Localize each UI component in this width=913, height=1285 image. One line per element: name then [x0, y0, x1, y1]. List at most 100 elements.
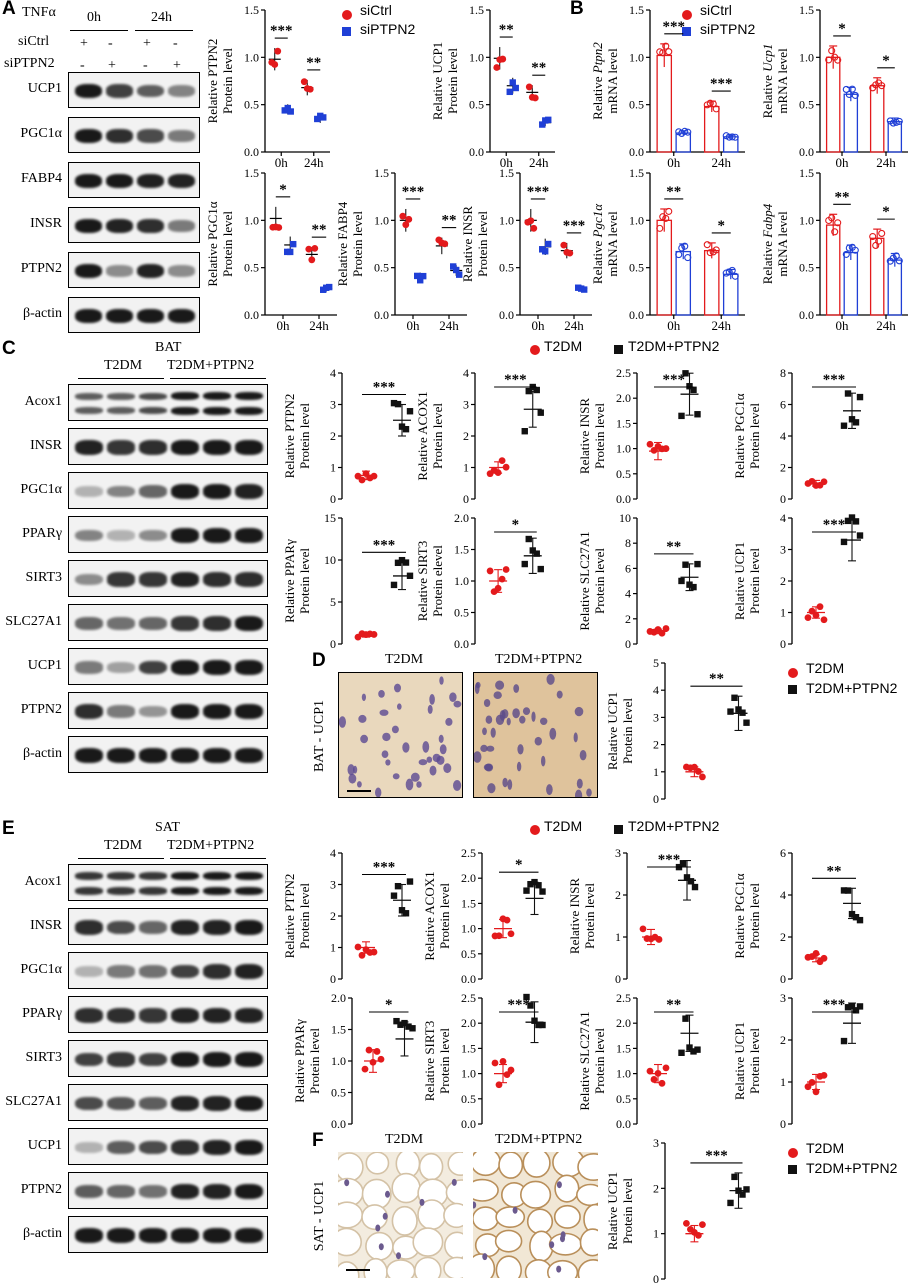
x-tick-label: 24h: [564, 318, 584, 333]
y-tick-label: 1: [653, 1227, 659, 1241]
data-point: [523, 887, 530, 894]
blot-band: [138, 747, 168, 764]
blot-band: [202, 616, 232, 631]
y-axis-label: Relative Ucp1: [760, 44, 775, 119]
y-tick-label: 0: [330, 637, 336, 651]
y-tick-label: 0.0: [616, 492, 631, 506]
data-point: [731, 1173, 738, 1181]
legend-f-ctrl: T2DM: [806, 1140, 845, 1156]
blot-band: [138, 1052, 168, 1067]
y-tick-label: 1.5: [499, 166, 514, 180]
data-point: [844, 390, 852, 397]
blot-band: [74, 920, 104, 935]
data-point: [539, 1021, 546, 1029]
y-tick-label: 1: [780, 1075, 786, 1089]
blot-label-3: PPARγ: [22, 525, 62, 541]
data-point: [686, 1044, 693, 1051]
y-axis-label: Protein level: [747, 548, 762, 614]
x-tick-label: 24h: [309, 318, 329, 333]
blot-2: [68, 162, 200, 198]
micro-title-d-ptpn2: T2DM+PTPN2: [495, 652, 583, 667]
data-point: [525, 535, 532, 543]
micrograph-bat-t2dm: [338, 672, 463, 798]
y-tick-label: 3: [653, 710, 659, 724]
y-tick-label: 0.0: [244, 145, 259, 159]
data-point: [498, 457, 506, 464]
y-tick-label: 1.0: [799, 50, 814, 64]
data-point: [678, 577, 685, 585]
data-point: [678, 1049, 685, 1056]
y-tick-label: 1.0: [629, 213, 644, 227]
data-point: [402, 910, 410, 917]
y-label-part: Relative: [590, 237, 605, 284]
data-point: [727, 1199, 734, 1207]
blot-band: [138, 440, 168, 455]
blot-band: [170, 920, 200, 935]
y-tick-label: 0: [463, 492, 469, 506]
blot-band: [170, 747, 200, 764]
x-tick-label: 0h: [407, 318, 421, 333]
blot-band: [138, 529, 168, 542]
blot-band: [136, 218, 165, 234]
blot-band: [74, 1096, 104, 1111]
data-point: [875, 237, 883, 245]
data-point: [639, 925, 647, 933]
bar-siCtrl: [703, 249, 720, 316]
blot-band: [202, 1008, 232, 1023]
data-point: [274, 47, 282, 55]
data-point: [529, 547, 536, 554]
data-point: [852, 914, 860, 921]
x-tick-label: 24h: [439, 318, 459, 333]
blot-band: [138, 705, 168, 718]
micro-title-f-ptpn2: T2DM+PTPN2: [495, 1132, 583, 1147]
group-bar-t2dm: [78, 378, 164, 379]
data-point: [690, 583, 697, 591]
sig-label: ***: [270, 23, 293, 39]
blot-band: [170, 1227, 200, 1244]
blot-band: [170, 703, 200, 720]
y-axis-label: Relative Pgc1α: [590, 203, 605, 284]
data-point: [365, 1046, 373, 1054]
y-tick-label: 1.0: [331, 1054, 346, 1068]
blot-4: [68, 1040, 268, 1077]
x-tick-label: 0h: [275, 155, 289, 170]
data-point: [840, 1037, 848, 1045]
y-tick-label: 4: [463, 366, 469, 380]
blot-band: [170, 439, 200, 456]
blot-band: [138, 1008, 168, 1023]
y-axis-label: Relative UCP1: [605, 1172, 620, 1250]
y-tick-label: 0: [330, 492, 336, 506]
bar-siPTPN2: [843, 93, 859, 153]
data-point: [545, 116, 552, 124]
sig-label: **: [666, 997, 681, 1013]
x-tick-label: 0h: [532, 318, 546, 333]
data-point: [300, 78, 308, 86]
data-point: [662, 445, 670, 452]
legend-b-ctrl: siCtrl: [700, 2, 732, 18]
blot-8: [68, 736, 268, 773]
y-tick-label: 0.0: [629, 308, 644, 322]
blot-band: [202, 1140, 232, 1155]
data-point: [566, 249, 574, 257]
sig-label: *: [515, 857, 523, 873]
blot-band: [106, 705, 136, 718]
data-point: [820, 954, 828, 962]
y-axis-label: Protein level: [592, 1028, 607, 1094]
y-axis-label: Protein level: [437, 883, 452, 949]
chart-B1: 0.0 0.5 1.0 1.5 Relative Ptpn2 mRNA level 0h **…: [590, 3, 745, 170]
data-point: [284, 104, 291, 112]
sig-label: **: [306, 55, 321, 71]
sign-sictrl-1: -: [108, 36, 113, 51]
data-point: [656, 224, 664, 232]
data-point: [402, 559, 410, 566]
blot-label-6: UCP1: [27, 657, 62, 673]
blot-band: [202, 1227, 232, 1244]
data-point: [650, 1076, 658, 1083]
y-tick-label: 0.5: [629, 98, 644, 112]
y-tick-label: 0: [780, 637, 786, 651]
data-point: [503, 1071, 511, 1079]
blot-band: [234, 392, 264, 401]
blot-band: [136, 129, 165, 143]
data-point: [401, 1019, 408, 1027]
y-tick-label: 0.0: [331, 1117, 346, 1131]
